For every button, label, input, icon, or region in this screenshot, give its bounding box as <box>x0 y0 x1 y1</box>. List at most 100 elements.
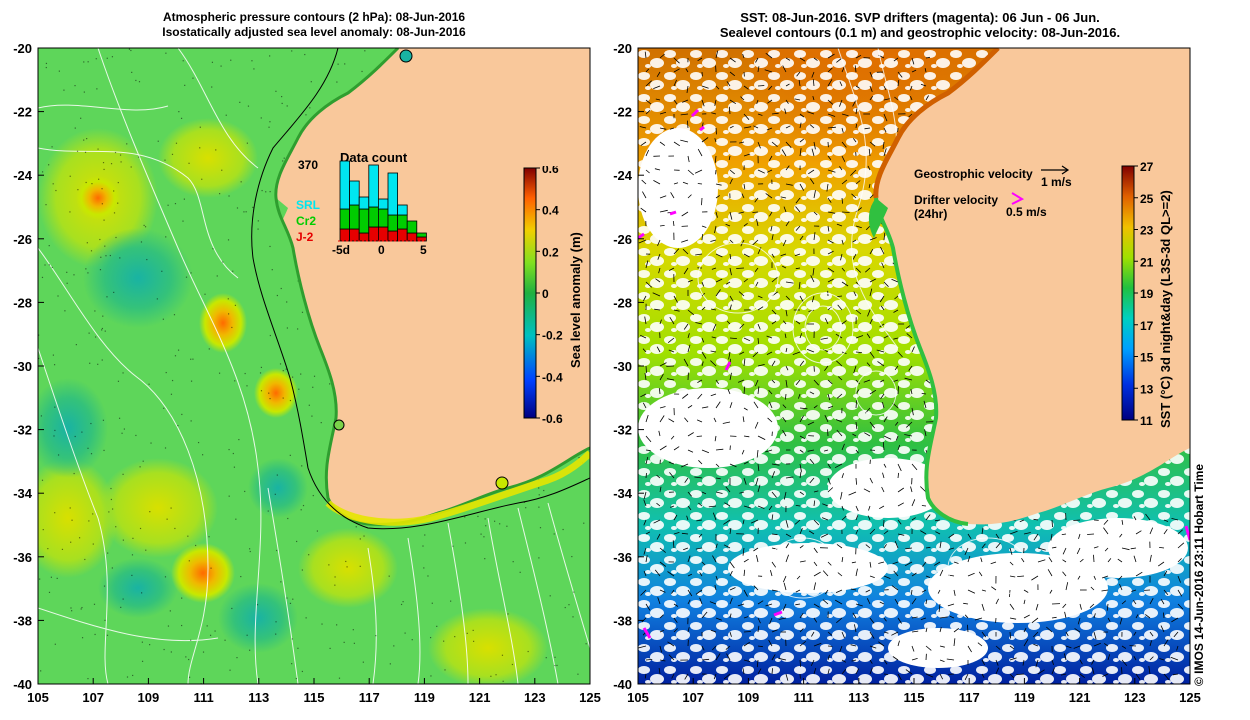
velocity-arrow <box>939 645 945 648</box>
velocity-arrow <box>710 629 717 633</box>
sst-colorbar-title: SST (°C) 3d night&day (L3S-3d QL>=2) <box>1158 190 1173 428</box>
velocity-arrow <box>701 225 707 228</box>
velocity-arrow <box>855 267 861 273</box>
velocity-arrow <box>881 262 885 269</box>
stipple-dot <box>104 330 106 332</box>
stipple-dot <box>249 649 251 651</box>
velocity-arrow <box>701 491 707 495</box>
stipple-dot <box>232 452 234 455</box>
stipple-dot <box>232 270 234 272</box>
colorbar-tick-label: 11 <box>1140 414 1153 428</box>
data-count-bar <box>397 228 408 242</box>
velocity-arrow <box>953 627 960 633</box>
stipple-dot <box>553 533 555 535</box>
velocity-arrow <box>794 519 801 525</box>
velocity-arrow <box>682 248 689 255</box>
velocity-arrow <box>782 65 787 73</box>
velocity-arrow <box>978 571 983 577</box>
velocity-arrow <box>729 178 733 185</box>
tide-gauge-marker[interactable] <box>495 476 509 490</box>
stipple-dot <box>252 206 254 208</box>
stipple-dot <box>556 664 558 667</box>
stipple-dot <box>41 276 44 279</box>
velocity-arrow <box>1119 583 1123 591</box>
velocity-arrow <box>723 544 731 549</box>
velocity-arrow <box>697 393 703 400</box>
velocity-arrow <box>1093 613 1096 619</box>
stipple-dot <box>119 257 121 259</box>
stipple-dot <box>47 548 49 550</box>
velocity-arrow <box>925 546 931 549</box>
velocity-arrow <box>1051 616 1057 619</box>
velocity-arrow <box>673 182 679 185</box>
stipple-dot <box>287 517 289 520</box>
velocity-arrow <box>659 415 665 423</box>
stipple-dot <box>450 600 452 602</box>
stipple-dot <box>452 545 454 547</box>
velocity-arrow <box>656 533 661 540</box>
velocity-arrow <box>715 85 720 90</box>
velocity-arrow <box>1079 659 1083 665</box>
velocity-arrow <box>827 631 833 636</box>
velocity-arrow <box>659 141 666 146</box>
velocity-arrow <box>714 155 717 163</box>
velocity-arrow <box>820 337 829 340</box>
tide-gauge-marker[interactable] <box>333 419 345 431</box>
stipple-dot <box>506 525 508 527</box>
velocity-arrow <box>799 183 805 191</box>
velocity-arrow <box>897 351 903 358</box>
velocity-arrow <box>835 419 843 423</box>
velocity-arrow <box>809 458 815 465</box>
coastal-warm-band <box>873 48 1000 199</box>
stipple-dot <box>157 140 159 142</box>
velocity-arrow <box>855 335 864 339</box>
velocity-arrow <box>867 165 871 171</box>
velocity-arrow <box>1163 612 1165 619</box>
stipple-dot <box>165 371 167 374</box>
stipple-dot <box>233 466 236 468</box>
stipple-dot <box>77 189 79 191</box>
velocity-arrow <box>939 626 942 633</box>
stipple-dot <box>336 81 338 83</box>
velocity-arrow <box>827 197 832 203</box>
velocity-arrow <box>822 599 829 605</box>
velocity-arrow <box>910 389 913 395</box>
velocity-arrow <box>1077 617 1081 625</box>
velocity-arrow <box>681 239 689 243</box>
velocity-arrow <box>684 417 689 423</box>
velocity-arrow <box>836 360 843 367</box>
velocity-arrow <box>892 656 899 661</box>
stipple-dot <box>507 613 509 615</box>
left-title-line2: Isostatically adjusted sea level anomaly… <box>162 25 466 39</box>
x-tick-label: 115 <box>904 690 925 705</box>
anomaly-yellow-patch <box>98 458 218 558</box>
velocity-arrow <box>869 237 877 241</box>
velocity-arrow <box>757 337 759 344</box>
velocity-arrow <box>922 561 927 567</box>
velocity-arrow <box>757 463 760 472</box>
tide-gauge-marker[interactable] <box>399 49 413 63</box>
velocity-arrow <box>771 629 778 633</box>
velocity-arrow <box>671 673 675 679</box>
velocity-arrow <box>785 83 790 87</box>
stipple-dot <box>170 507 172 509</box>
velocity-arrow <box>644 316 647 325</box>
velocity-arrow <box>921 589 927 593</box>
stipple-dot <box>436 625 438 627</box>
stipple-dot <box>269 245 271 248</box>
velocity-arrow <box>757 668 762 675</box>
velocity-arrow <box>726 81 731 87</box>
stipple-dot <box>538 506 540 508</box>
velocity-arrow <box>668 267 675 271</box>
stipple-dot <box>312 494 314 497</box>
stipple-dot <box>53 435 55 437</box>
x-tick-label: 117 <box>959 690 980 705</box>
velocity-arrow <box>883 98 891 101</box>
velocity-arrow <box>796 575 801 580</box>
velocity-arrow <box>853 291 857 297</box>
velocity-arrow <box>670 435 675 440</box>
colorbar-tick-label: 19 <box>1140 287 1154 301</box>
data-count-bar <box>368 206 379 228</box>
velocity-arrow <box>1130 547 1137 550</box>
y-tick-label: -24 <box>613 168 633 183</box>
